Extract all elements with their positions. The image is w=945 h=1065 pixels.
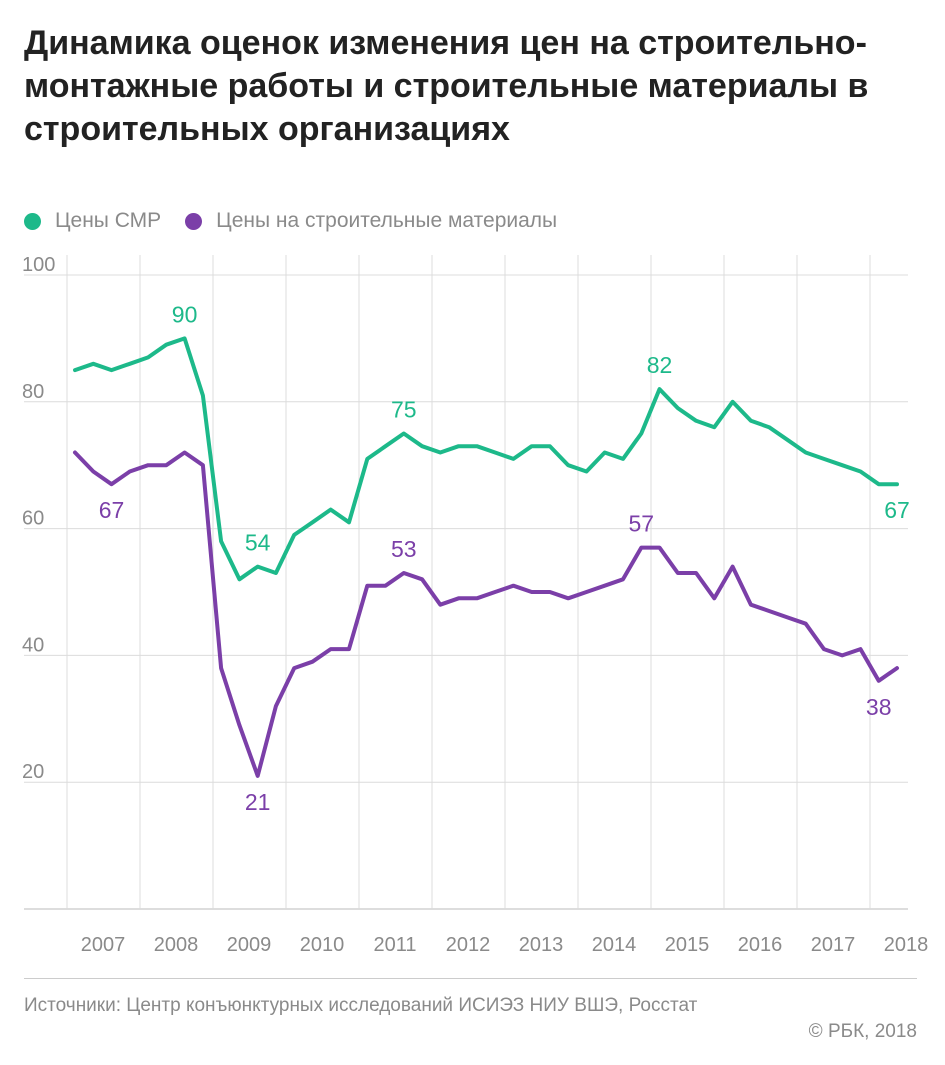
data-label-materials-38: 38 — [866, 694, 892, 720]
x-tick-label-2008: 2008 — [154, 934, 199, 956]
legend-label-smr: Цены СМР — [55, 209, 162, 232]
y-tick-label-20: 20 — [22, 761, 44, 783]
y-tick-label-80: 80 — [22, 381, 44, 403]
legend-item-smr: Цены СМР — [24, 209, 161, 233]
data-label-smr-75: 75 — [391, 397, 417, 423]
data-label-smr-82: 82 — [647, 352, 673, 378]
x-tick-label-2007: 2007 — [81, 934, 126, 956]
x-tick-label-2017: 2017 — [811, 934, 856, 956]
legend-dot-materials — [185, 212, 203, 230]
x-tick-label-2009: 2009 — [227, 934, 272, 956]
data-label-materials-21: 21 — [245, 789, 271, 815]
footer-divider — [24, 978, 917, 979]
data-labels: 90 54 75 82 67 67 21 53 57 38 — [99, 301, 910, 814]
data-label-smr-90: 90 — [172, 301, 198, 327]
line-chart: 20 40 60 80 100 2007 2008 2009 2010 2011 2012 2013… — [22, 254, 929, 956]
data-label-materials-67: 67 — [99, 497, 125, 523]
x-tick-label-2013: 2013 — [519, 934, 564, 956]
legend-item-materials: Цены на строительные материалы — [185, 209, 557, 233]
x-axis: 2007 2008 2009 2010 2011 2012 2013 2014 2015 2016… — [81, 934, 929, 956]
x-tick-label-2016: 2016 — [738, 934, 783, 956]
data-label-materials-57: 57 — [628, 511, 654, 537]
legend-label-materials: Цены на строительные материалы — [216, 209, 558, 232]
x-tick-label-2018: 2018 — [884, 934, 929, 956]
chart-title: Динамика оценок изменения цен на строите… — [24, 24, 869, 148]
x-tick-label-2015: 2015 — [665, 934, 710, 956]
x-tick-label-2014: 2014 — [592, 934, 637, 956]
series-line-smr — [73, 336, 899, 582]
grid — [24, 255, 908, 910]
y-tick-label-60: 60 — [22, 508, 44, 530]
x-tick-label-2011: 2011 — [373, 934, 416, 956]
x-tick-label-2010: 2010 — [300, 934, 345, 956]
data-label-materials-53: 53 — [391, 536, 417, 562]
copyright: © РБК, 2018 — [808, 1021, 917, 1042]
y-tick-label-40: 40 — [22, 634, 44, 656]
source-note: Источники: Центр конъюнктурных исследова… — [24, 995, 698, 1016]
data-label-smr-54: 54 — [245, 530, 271, 556]
series-lines — [73, 336, 899, 778]
y-axis: 20 40 60 80 100 — [22, 254, 55, 783]
y-tick-label-100: 100 — [22, 254, 55, 276]
legend: Цены СМР Цены на строительные материалы — [24, 205, 581, 237]
x-tick-label-2012: 2012 — [446, 934, 491, 956]
legend-dot-smr — [24, 212, 41, 230]
series-line-materials — [73, 450, 899, 778]
data-label-smr-67: 67 — [884, 497, 910, 523]
